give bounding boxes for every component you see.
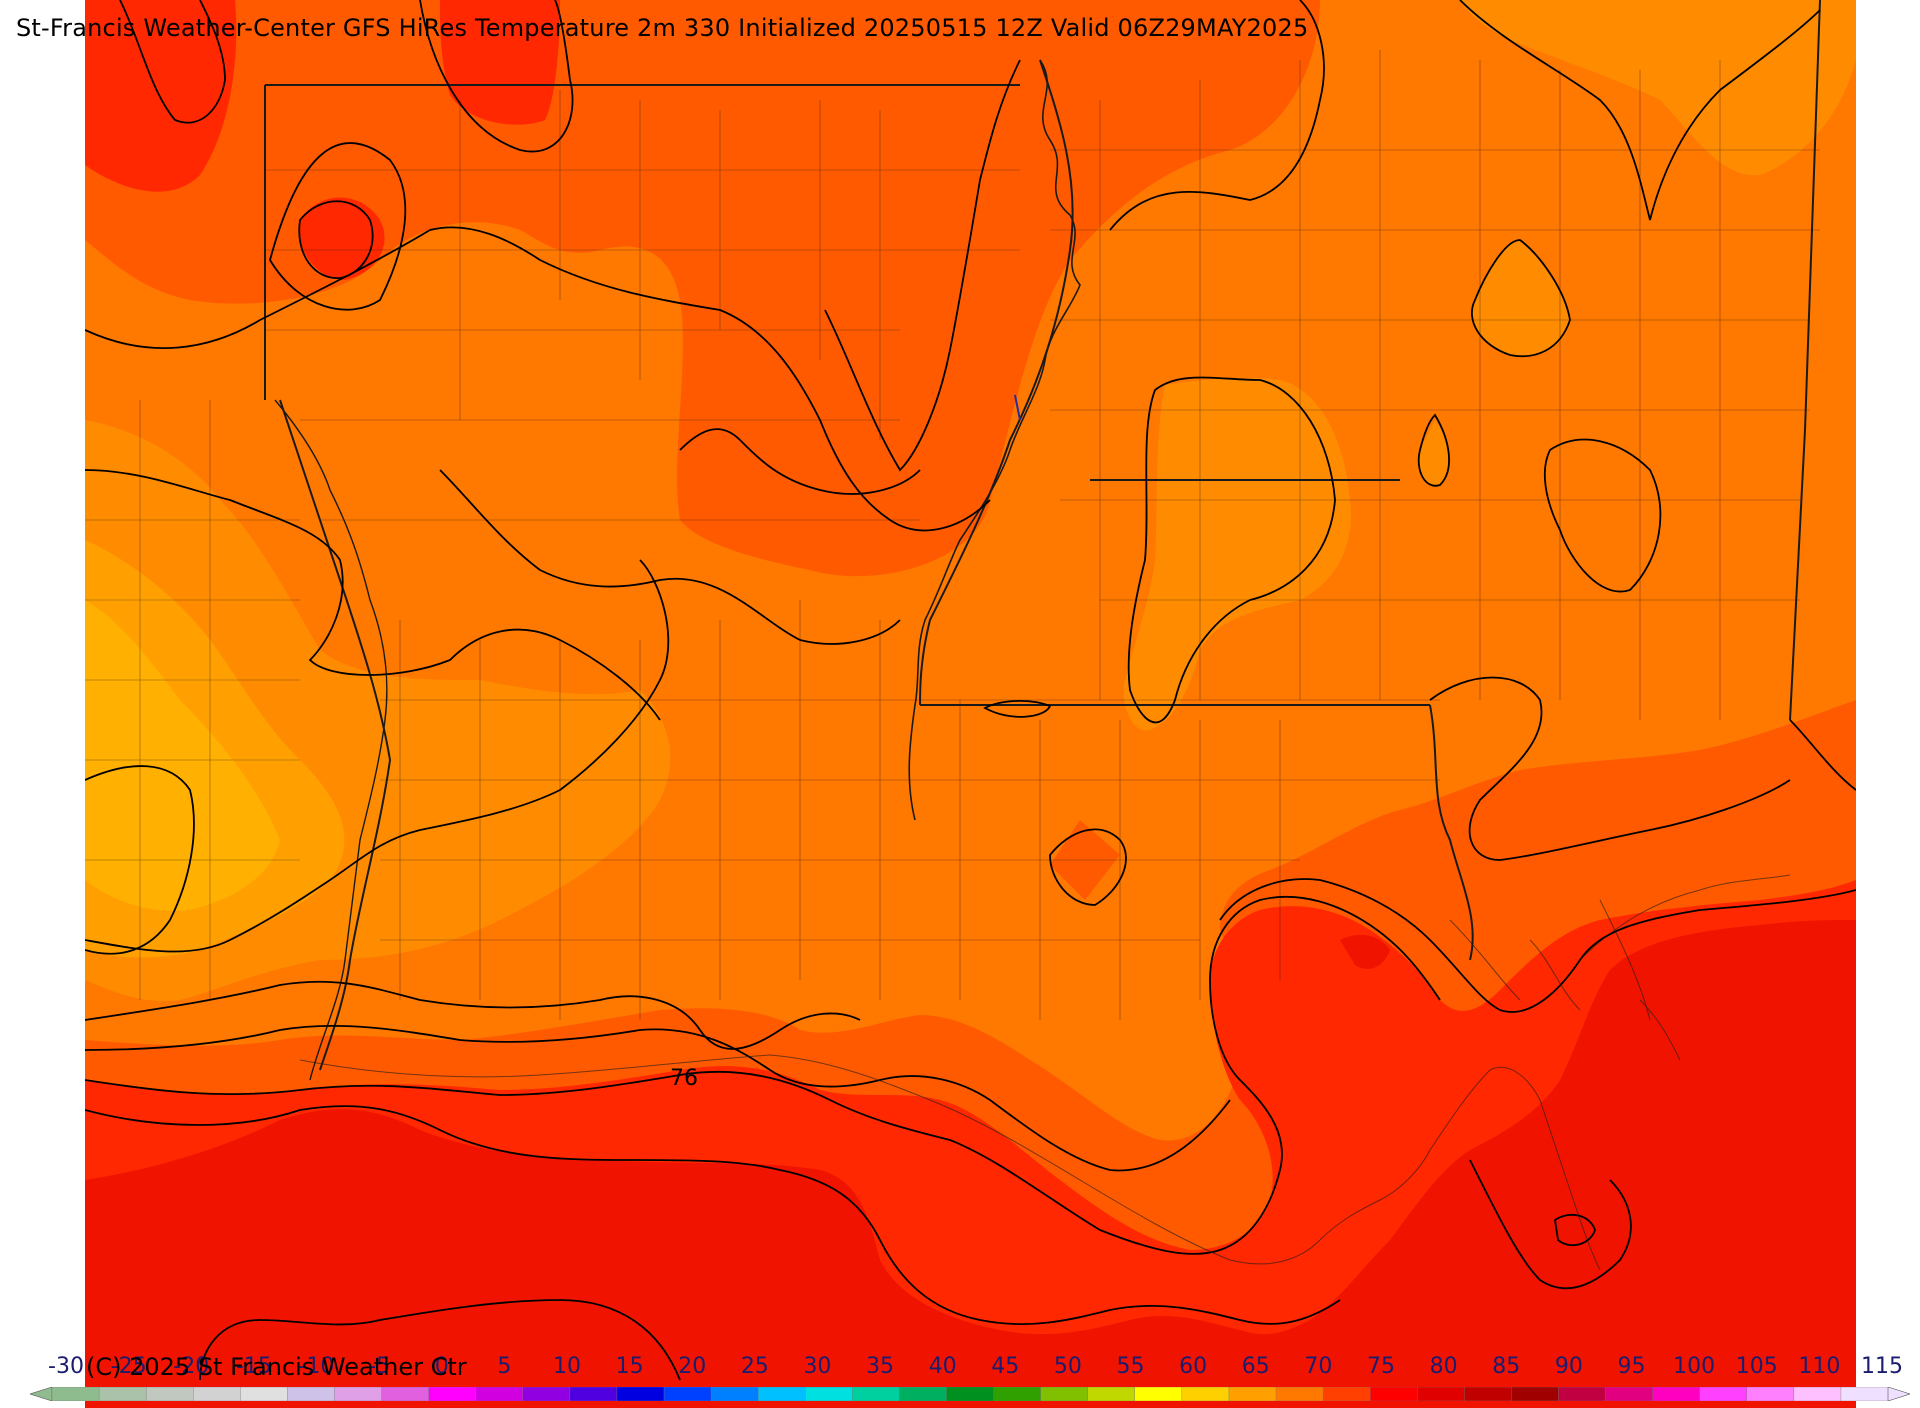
temp-band-85-delta-spot — [1340, 934, 1390, 970]
colorbar-swatch — [1275, 1386, 1324, 1402]
colorbar-tick-label: 45 — [991, 1354, 1020, 1379]
colorbar-tick-label: 70 — [1304, 1354, 1333, 1379]
contour-label: 76 — [670, 1066, 698, 1091]
colorbar-arrow-left — [29, 1386, 53, 1402]
colorbar-swatch — [1134, 1386, 1183, 1402]
map-title: St-Francis Weather-Center GFS HiRes Temp… — [16, 14, 1309, 42]
colorbar-tick-label: 35 — [866, 1354, 895, 1379]
colorbar-tick-label: -25 — [110, 1354, 147, 1379]
colorbar-tick-label: -5 — [368, 1354, 391, 1379]
colorbar-tick-label: 15 — [615, 1354, 644, 1379]
temp-band-75-north — [85, 0, 1320, 577]
colorbar-swatch — [51, 1386, 100, 1402]
colorbar-swatch — [946, 1386, 995, 1402]
colorbar-swatch — [757, 1386, 806, 1402]
red-river — [274, 399, 388, 1081]
state-borders — [264, 0, 1821, 1071]
temp-band-55-west — [85, 600, 280, 911]
colorbar-swatch — [287, 1386, 336, 1402]
colorbar-swatch — [616, 1386, 665, 1402]
colorbar-tick-label: 85 — [1492, 1354, 1521, 1379]
colorbar-swatch — [1793, 1386, 1842, 1402]
colorbar-swatch — [334, 1386, 383, 1402]
colorbar-swatch — [1228, 1386, 1277, 1402]
colorbar-tick-label: -15 — [235, 1354, 272, 1379]
temp-band-65-east-blob — [1471, 240, 1570, 357]
temp-band-65-northeast — [1460, 0, 1856, 176]
colorbar-arrow-right — [1887, 1386, 1911, 1402]
colorbar-swatch — [1558, 1386, 1607, 1402]
colorbar-swatch — [569, 1386, 618, 1402]
temp-band-65-east-small — [1418, 420, 1450, 486]
copyright-text: (C) 2025 St Francis Weather Ctr — [86, 1353, 467, 1381]
colorbar-tick-label: 55 — [1116, 1354, 1145, 1379]
colorbar-swatch — [993, 1386, 1042, 1402]
mississippi-river — [908, 59, 1081, 821]
colorbar-swatch — [1322, 1386, 1371, 1402]
temp-band-85-gulf — [85, 920, 1856, 1408]
colorbar-swatch — [145, 1386, 194, 1402]
colorbar-tick-label: 50 — [1053, 1354, 1082, 1379]
colorbar-swatch — [98, 1386, 147, 1402]
colorbar-tick-label: 0 — [434, 1354, 449, 1379]
colorbar-swatch — [240, 1386, 289, 1402]
colorbar-swatch — [1605, 1386, 1654, 1402]
colorbar-tick-label: 80 — [1429, 1354, 1458, 1379]
colorbar-tick-label: 95 — [1617, 1354, 1646, 1379]
colorbar-tick-label: 25 — [740, 1354, 769, 1379]
colorbar-swatch — [193, 1386, 242, 1402]
colorbar-tick-label: 20 — [678, 1354, 707, 1379]
colorbar-swatch — [1699, 1386, 1748, 1402]
river-marker — [1014, 394, 1021, 421]
colorbar-tick-label: 75 — [1367, 1354, 1396, 1379]
colorbar-swatch — [428, 1386, 477, 1402]
colorbar-tick-label: 100 — [1673, 1354, 1716, 1379]
colorbar-swatch — [899, 1386, 948, 1402]
colorbar-tick-label: 105 — [1735, 1354, 1778, 1379]
colorbar-swatch — [1087, 1386, 1136, 1402]
isotherm-contours — [85, 0, 1856, 1381]
colorbar-tick-label: -20 — [173, 1354, 210, 1379]
colorbar-tick-label: 110 — [1798, 1354, 1841, 1379]
temp-band-65-central — [1123, 377, 1351, 731]
colorbar-tick-label: 90 — [1554, 1354, 1583, 1379]
colorbar-swatch — [1040, 1386, 1089, 1402]
colorbar-swatch — [475, 1386, 524, 1402]
colorbar-labels: -30 -25 -20 -15 -10 -5 0 5 10 15 20 25 30 35 40 45 50 55 6… — [0, 1354, 1920, 1384]
colorbar-swatch — [852, 1386, 901, 1402]
colorbar-swatch — [663, 1386, 712, 1402]
coastline — [299, 874, 1791, 1271]
colorbar-tick-label: -10 — [298, 1354, 335, 1379]
colorbar-swatch — [381, 1386, 430, 1402]
colorbar-tick-label: 30 — [803, 1354, 832, 1379]
colorbar-tick-label: 60 — [1179, 1354, 1208, 1379]
colorbar-swatch — [1417, 1386, 1466, 1402]
temperature-map: 76 — [85, 0, 1856, 1408]
temp-band-80-north — [440, 0, 560, 125]
colorbar-tick-label: 65 — [1241, 1354, 1270, 1379]
colorbar-swatch — [805, 1386, 854, 1402]
colorbar-swatch — [710, 1386, 759, 1402]
colorbar-tick-label: -30 — [48, 1354, 84, 1379]
colorbar-tick-label: 5 — [497, 1354, 512, 1379]
colorbar-swatch — [1181, 1386, 1230, 1402]
colorbar-swatch — [1511, 1386, 1560, 1402]
colorbar-swatch — [1840, 1386, 1889, 1402]
colorbar-swatch — [1652, 1386, 1701, 1402]
temp-band-80-northwest — [85, 0, 237, 192]
colorbar — [29, 1386, 1911, 1402]
colorbar-tick-label: 10 — [552, 1354, 581, 1379]
county-borders — [85, 50, 1820, 1020]
colorbar-swatch — [1369, 1386, 1418, 1402]
colorbar-tick-label: 40 — [928, 1354, 957, 1379]
colorbar-tick-label: 115 — [1861, 1354, 1903, 1379]
colorbar-swatch — [522, 1386, 571, 1402]
colorbar-swatch — [1746, 1386, 1795, 1402]
colorbar-swatch — [1464, 1386, 1513, 1402]
temp-band-80-nw-spot — [299, 197, 385, 280]
